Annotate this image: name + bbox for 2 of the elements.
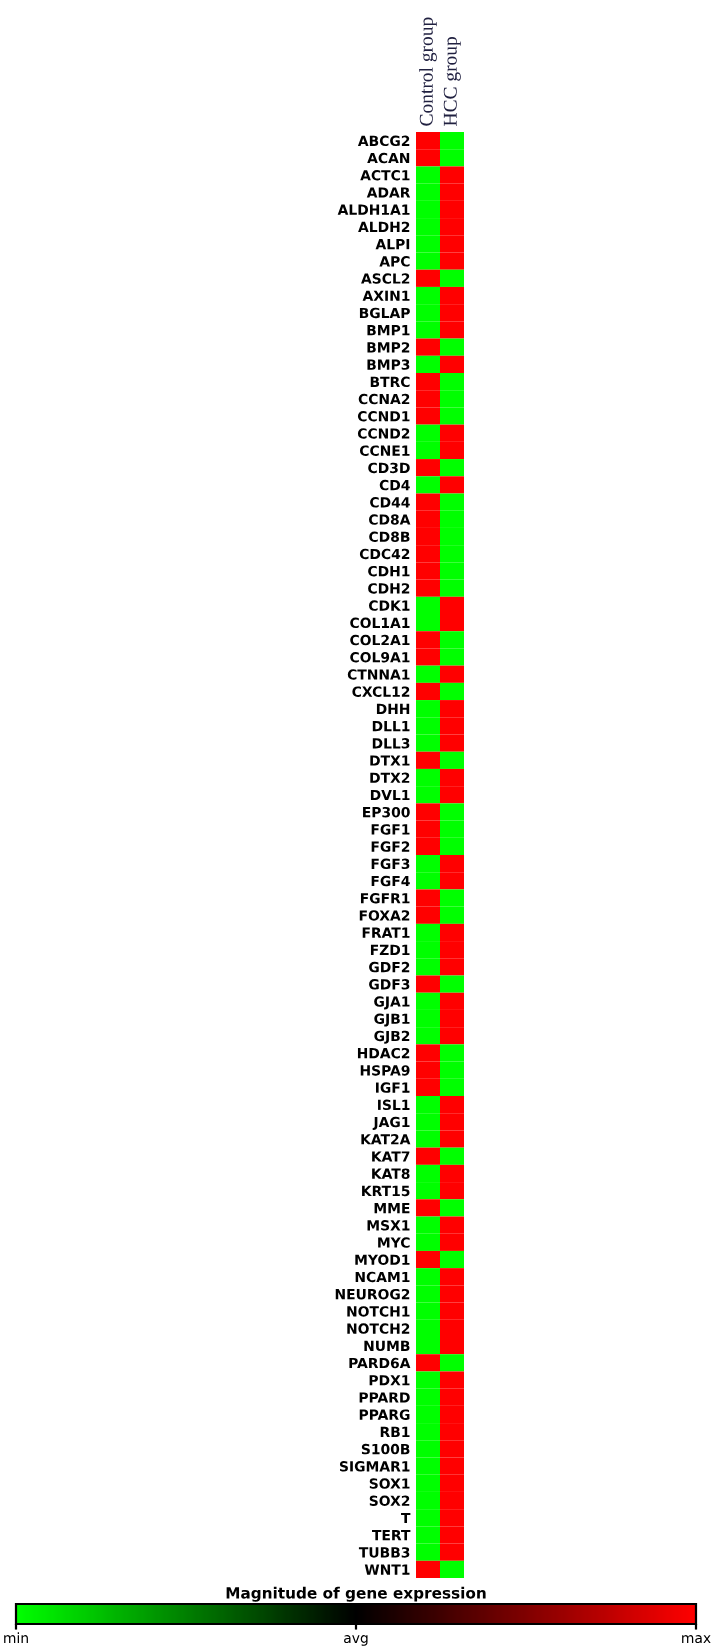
- x-tick-label: Control group: [419, 17, 437, 126]
- x-tick-label: HCC group: [443, 37, 461, 126]
